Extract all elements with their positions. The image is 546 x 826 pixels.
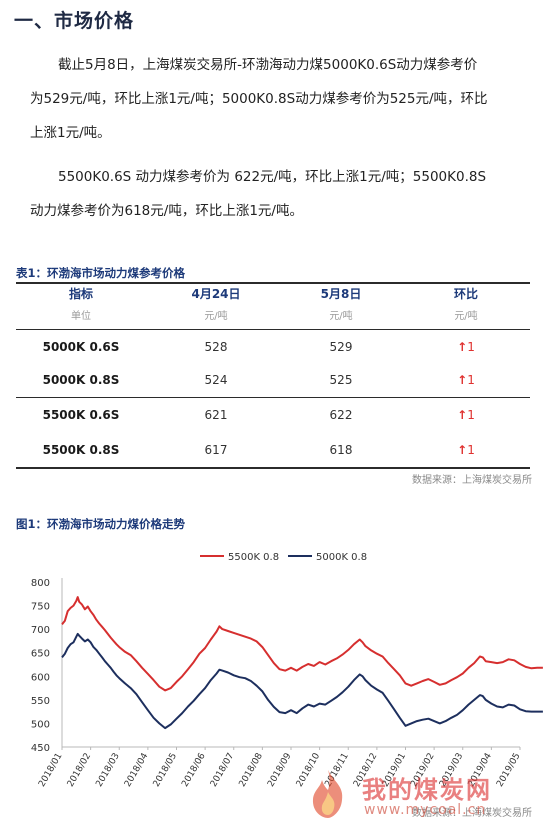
row-prev-value: 528	[204, 340, 228, 354]
table-source-note: 数据来源：上海煤炭交易所	[412, 475, 532, 486]
paragraph-1: 截止5月8日，上海煤炭交易所-环渤海动力煤5000K0.6S动力煤参考价 为52…	[30, 48, 530, 150]
x-tick-label: 2018/07	[209, 752, 236, 789]
header-change: 环比	[453, 287, 478, 301]
row-change: ↑1	[406, 336, 526, 358]
paragraph-1-line-1: 截止5月8日，上海煤炭交易所-环渤海动力煤5000K0.6S动力煤参考价	[58, 57, 478, 73]
site-watermark: 我的煤炭网 www.mycoal.cn	[300, 766, 545, 826]
unit-label: 单位	[71, 311, 91, 322]
row-name: 5000K 0.8S	[42, 373, 120, 387]
table-row: 5000K 0.6S 528 529 ↑1	[16, 336, 530, 358]
row-prev-value: 524	[204, 373, 228, 387]
row-curr-value: 618	[329, 443, 353, 457]
x-tick-label: 2018/02	[66, 752, 93, 789]
x-tick-label: 2018/03	[94, 752, 121, 789]
up-arrow-icon: ↑	[457, 408, 468, 422]
row-change-value: 1	[467, 408, 475, 422]
header-indicator: 指标	[68, 287, 93, 301]
y-tick-label: 450	[31, 743, 50, 754]
row-change-value: 1	[467, 443, 475, 457]
figure-caption: 图1：环渤海市场动力煤价格走势	[16, 517, 185, 531]
row-prev-value: 617	[204, 443, 228, 457]
table-bottom-rule	[16, 467, 530, 469]
series-line-5500k	[61, 596, 543, 692]
figure-source-note: 数据来源：上海煤炭交易所	[412, 808, 532, 819]
row-change: ↑1	[406, 404, 526, 426]
x-tick-label: 2018/08	[238, 751, 265, 789]
table-rule	[16, 329, 530, 330]
y-tick-label: 800	[31, 578, 50, 589]
header-curr-date: 5月8日	[320, 287, 362, 301]
row-curr-value: 529	[329, 340, 353, 354]
watermark-title: 我的煤炭网	[362, 776, 492, 804]
flame-logo-icon	[312, 770, 343, 818]
row-curr-value: 525	[329, 373, 353, 387]
up-arrow-icon: ↑	[457, 443, 468, 457]
legend-label: 5500K 0.8	[228, 552, 279, 563]
row-name: 5500K 0.6S	[42, 408, 120, 422]
section-title: 一、市场价格	[14, 10, 135, 32]
unit-prev: 元/吨	[204, 311, 228, 322]
table-caption: 表1：环渤海市场动力煤参考价格	[16, 266, 185, 280]
x-tick-label: 2018/01	[37, 752, 64, 789]
paragraph-2-line-2: 动力煤参考价为618元/吨，环比上涨1元/吨。	[30, 203, 303, 219]
x-tick-label: 2018/05	[152, 752, 179, 789]
paragraph-1-line-2: 为529元/吨，环比上涨1元/吨；5000K0.8S动力煤参考价为525元/吨，…	[30, 91, 488, 107]
header-prev-date: 4月24日	[191, 287, 241, 301]
unit-change: 元/吨	[454, 311, 478, 322]
y-tick-label: 550	[31, 696, 50, 707]
row-curr-value: 622	[329, 408, 353, 422]
x-tick-label: 2018/04	[123, 751, 150, 789]
watermark-url: www.mycoal.cn	[364, 802, 487, 818]
table-row: 5500K 0.6S 621 622 ↑1	[16, 404, 530, 426]
y-tick-label: 700	[31, 625, 50, 636]
price-trend-chart: 450 500 550 600 650 700 750 800 2018/01 2018/02 20…	[0, 540, 546, 806]
table-top-rule	[16, 282, 530, 284]
paragraph-1-line-3: 上涨1元/吨。	[30, 125, 111, 141]
y-tick-label: 500	[31, 719, 50, 730]
table-header-row: 指标 4月24日 5月8日 环比	[16, 283, 530, 305]
legend-label: 5000K 0.8	[316, 552, 367, 563]
table-row: 5500K 0.8S 617 618 ↑1	[16, 439, 530, 461]
paragraph-2: 5500K0.6S 动力煤参考价为 622元/吨，环比上涨1元/吨；5500K0…	[30, 160, 530, 228]
y-tick-label: 650	[31, 649, 50, 660]
row-prev-value: 621	[204, 408, 228, 422]
x-tick-label: 2018/06	[180, 751, 207, 789]
y-tick-label: 600	[31, 672, 50, 683]
table-row: 5000K 0.8S 524 525 ↑1	[16, 369, 530, 391]
row-change-value: 1	[467, 373, 475, 387]
unit-curr: 元/吨	[329, 311, 353, 322]
row-change-value: 1	[467, 340, 475, 354]
table-rule	[16, 397, 530, 398]
up-arrow-icon: ↑	[457, 373, 468, 387]
up-arrow-icon: ↑	[457, 340, 468, 354]
x-tick-label: 2018/09	[266, 751, 293, 789]
row-name: 5000K 0.6S	[42, 340, 120, 354]
table-unit-row: 单位 元/吨 元/吨 元/吨	[16, 306, 530, 328]
row-name: 5500K 0.8S	[42, 443, 120, 457]
row-change: ↑1	[406, 439, 526, 461]
paragraph-2-line-1: 5500K0.6S 动力煤参考价为 622元/吨，环比上涨1元/吨；5500K0…	[58, 169, 487, 185]
row-change: ↑1	[406, 369, 526, 391]
series-line-5000k	[61, 632, 543, 730]
y-tick-label: 750	[31, 602, 50, 613]
